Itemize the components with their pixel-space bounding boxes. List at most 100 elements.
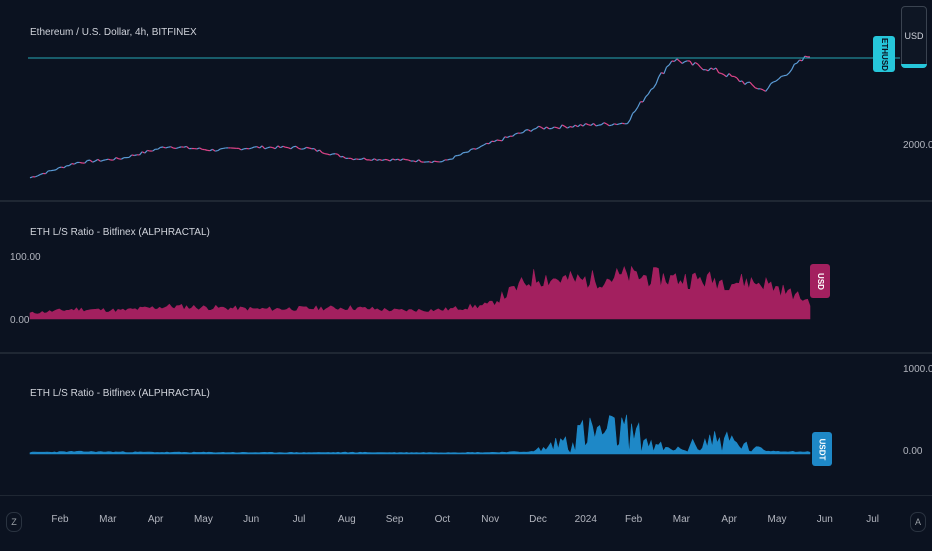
price-segment [241, 149, 244, 150]
price-segment [737, 78, 740, 81]
price-segment [158, 147, 161, 149]
price-segment [304, 147, 307, 148]
price-segment [69, 164, 72, 166]
price-segment [197, 148, 200, 149]
price-segment [633, 111, 636, 113]
price-segment [171, 147, 174, 148]
price-segment [776, 79, 779, 81]
price-segment [614, 124, 617, 125]
price-segment [361, 158, 364, 159]
price-segment [322, 153, 325, 154]
price-segment [781, 76, 784, 77]
price-segment [734, 76, 737, 78]
time-axis-left-button[interactable]: Z [6, 512, 22, 532]
price-segment [351, 158, 354, 159]
price-segment [80, 162, 83, 163]
price-segment [567, 127, 570, 129]
price-segment [338, 154, 341, 157]
price-segment [646, 94, 649, 97]
price-segment [622, 123, 625, 124]
price-segment [742, 81, 745, 85]
price-segment [471, 149, 474, 150]
price-segment [711, 68, 714, 69]
price-segment [586, 124, 589, 125]
price-segment [706, 70, 709, 71]
price-segment [513, 134, 516, 136]
price-segment [653, 84, 656, 88]
price-segment [429, 162, 432, 163]
price-segment [690, 61, 693, 65]
price-segment [252, 147, 255, 148]
price-segment [432, 161, 435, 162]
price-segment [98, 159, 101, 161]
ls-ratio-usdt-pane[interactable]: ETH L/S Ratio - Bitfinex (ALPHRACTAL) 10… [0, 354, 932, 495]
price-segment [481, 145, 484, 146]
price-segment [257, 147, 260, 148]
price-segment [307, 147, 310, 148]
price-segment [213, 149, 216, 151]
price-segment [560, 125, 563, 129]
price-segment [565, 126, 568, 128]
price-segment [604, 123, 607, 124]
time-axis-label: Jul [866, 514, 879, 525]
price-segment [539, 126, 542, 127]
ls-ratio-usd-pane[interactable]: ETH L/S Ratio - Bitfinex (ALPHRACTAL) 10… [0, 202, 932, 352]
price-segment [218, 149, 221, 151]
price-pane-title: Ethereum / U.S. Dollar, 4h, BITFINEX [30, 27, 197, 38]
price-segment [580, 125, 583, 127]
price-segment [260, 146, 263, 148]
ethusd-last-value-badge: ETHUSD [873, 36, 895, 72]
price-segment [460, 153, 463, 155]
time-axis-label: Mar [99, 514, 116, 525]
price-segment [147, 150, 150, 151]
usd-unit-accent [901, 64, 927, 68]
price-segment [309, 148, 312, 149]
price-segment [377, 160, 380, 161]
usd-unit-button[interactable]: USD [901, 6, 927, 68]
price-segment [802, 56, 805, 61]
price-segment [787, 73, 790, 75]
price-segment [601, 123, 604, 125]
price-segment [627, 120, 630, 124]
price-segment [771, 82, 774, 84]
price-segment [768, 84, 771, 88]
price-segment [442, 160, 445, 162]
price-segment [797, 60, 800, 63]
price-segment [210, 149, 213, 150]
price-segment [716, 68, 719, 73]
price-segment [335, 154, 338, 155]
price-segment [85, 160, 88, 163]
price-segment [562, 125, 565, 127]
time-axis-label: Oct [435, 514, 451, 525]
ls-usdt-chart-svg [0, 354, 932, 495]
price-segment [129, 155, 132, 157]
price-segment [575, 125, 578, 127]
price-pane[interactable]: Ethereum / U.S. Dollar, 4h, BITFINEX 200… [0, 0, 932, 200]
price-segment [669, 61, 672, 65]
price-segment [95, 159, 98, 161]
price-segment [612, 124, 615, 125]
price-segment [395, 159, 398, 160]
price-segment [288, 148, 291, 149]
auto-scale-button[interactable]: A [910, 512, 926, 532]
price-segment [108, 159, 111, 160]
auto-scale-label: A [915, 517, 921, 527]
ls-usdt-ytick-0: 0.00 [903, 446, 922, 457]
price-segment [533, 128, 536, 129]
price-segment [291, 147, 294, 149]
price-segment [419, 160, 422, 162]
price-segment [179, 147, 182, 148]
price-segment [163, 147, 166, 148]
price-segment [299, 148, 302, 149]
usd-unit-label: USD [904, 31, 923, 41]
ls-usdt-last-value-badge: USDT [812, 432, 832, 466]
price-segment [507, 136, 510, 137]
time-axis-label: Aug [338, 514, 356, 525]
price-segment [46, 171, 49, 174]
price-segment [364, 158, 367, 160]
price-segment [53, 170, 56, 171]
price-segment [35, 176, 38, 177]
ls-usd-chart-svg [0, 202, 932, 352]
